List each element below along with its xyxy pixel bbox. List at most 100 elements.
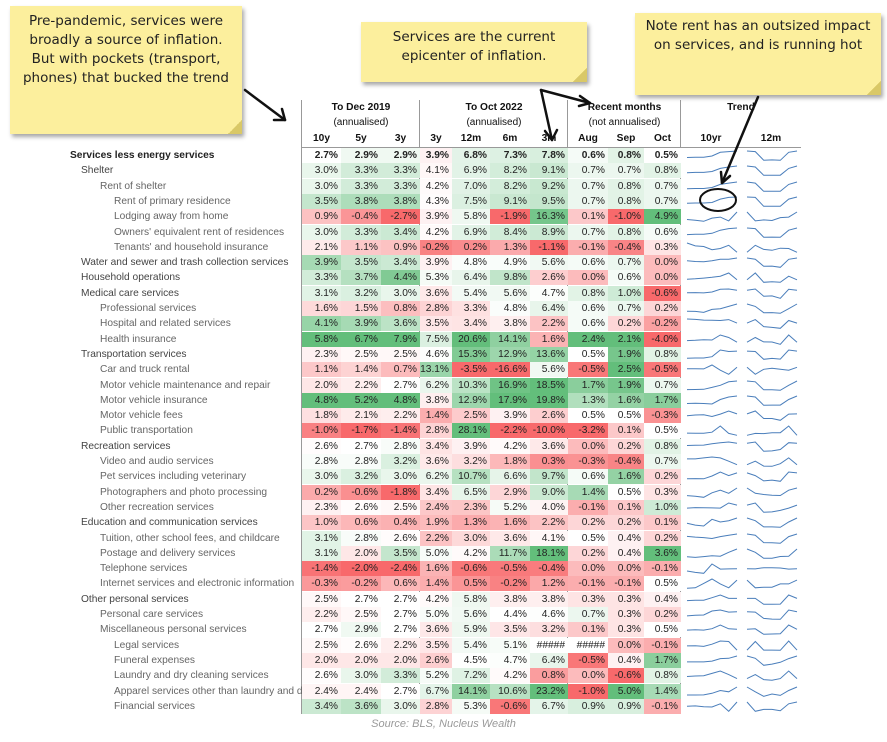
data-cell: 12.9% — [490, 346, 530, 362]
data-cell: 3.9% — [341, 316, 381, 332]
sparkline-12m — [746, 609, 798, 620]
data-cell: 1.0% — [644, 499, 681, 515]
data-cell: 3.6% — [530, 438, 568, 454]
data-cell: 3.3% — [381, 178, 420, 194]
data-cell: 2.7% — [381, 683, 420, 699]
row-label: Health insurance — [100, 333, 177, 345]
trend-sparklines — [686, 272, 798, 284]
data-cell: 3.7% — [341, 270, 381, 286]
data-cell: -0.6% — [452, 561, 490, 577]
data-cell: 0.5% — [568, 346, 608, 362]
sparkline-10yr — [686, 257, 738, 263]
data-cell: 3.6% — [420, 622, 452, 638]
data-cell: -1.0% — [302, 423, 341, 439]
data-cell: 0.2% — [644, 301, 681, 316]
trend-sparklines — [686, 288, 798, 299]
row-label: Tenants' and household insurance — [114, 241, 269, 253]
row-label: Services less energy services — [70, 150, 215, 161]
sparkline-12m — [746, 367, 798, 376]
data-cell: 1.3% — [568, 392, 608, 408]
arrow-middle-to-3m-head — [543, 128, 559, 142]
data-cell: 2.3% — [452, 499, 490, 515]
data-cell: 1.1% — [302, 362, 341, 378]
sparkline-10yr — [686, 303, 738, 313]
data-cell: 2.9% — [490, 484, 530, 500]
data-cell: 3.8% — [490, 316, 530, 332]
data-cell: -3.5% — [452, 362, 490, 378]
data-cell: 3.6% — [490, 530, 530, 546]
data-cell: 0.1% — [608, 423, 644, 439]
data-cell: 0.7% — [568, 163, 608, 179]
arrow-left-note-head — [272, 107, 287, 122]
data-cell: 0.3% — [608, 591, 644, 607]
data-cell: 0.8% — [644, 346, 681, 362]
note-middle-text: Services are the current epicenter of in… — [392, 29, 556, 64]
row-label: Professional services — [100, 303, 197, 314]
data-cell: 4.2% — [420, 591, 452, 607]
trend-sparklines — [686, 533, 798, 544]
data-cell: 0.2% — [644, 530, 681, 546]
trend-sparklines — [686, 701, 798, 712]
sparkline-10yr — [686, 242, 738, 253]
data-cell: 4.8% — [490, 301, 530, 316]
data-cell: 3.5% — [490, 622, 530, 638]
row-label: Pet services including veterinary — [100, 471, 247, 483]
sparkline-10yr — [686, 272, 738, 281]
sparkline-10yr — [686, 380, 738, 390]
data-cell: 9.5% — [530, 193, 568, 209]
data-cell: 3.5% — [420, 316, 452, 332]
data-cell: 1.7% — [644, 392, 681, 408]
row-label: Motor vehicle fees — [100, 410, 183, 422]
sparkline-10yr — [686, 624, 738, 631]
sparkline-12m — [746, 395, 798, 406]
data-cell: 0.8% — [644, 163, 681, 179]
data-cell: -0.2% — [644, 316, 681, 332]
trend-sparklines — [686, 349, 798, 360]
trend-sparklines — [686, 364, 798, 376]
data-cell: 3.9% — [490, 408, 530, 424]
data-cell: 5.2% — [341, 392, 381, 408]
data-cell: -0.2% — [420, 239, 452, 255]
data-cell: -0.6% — [644, 285, 681, 301]
data-cell: 23.2% — [530, 683, 568, 699]
data-cell: -0.4% — [608, 454, 644, 469]
data-cell: 5.8% — [452, 209, 490, 225]
data-cell: 1.6% — [608, 392, 644, 408]
data-cell: 5.6% — [530, 255, 568, 271]
sparkline-10yr — [686, 150, 738, 158]
sparkline-10yr — [686, 211, 738, 222]
data-cell: 1.5% — [341, 301, 381, 316]
data-cell: 0.5% — [644, 423, 681, 439]
trend-sparklines — [686, 196, 798, 207]
data-cell: 3.9% — [420, 255, 452, 271]
data-cell: 6.5% — [452, 484, 490, 500]
data-cell: 1.6% — [530, 331, 568, 347]
data-cell: 2.8% — [302, 454, 341, 469]
data-cell: 2.3% — [302, 346, 341, 362]
row-label: Photographers and photo processing — [100, 486, 268, 498]
trend-sparklines — [686, 257, 798, 268]
data-cell: 0.9% — [381, 239, 420, 255]
data-cell: 0.6% — [568, 255, 608, 271]
data-cell: -0.3% — [302, 576, 341, 592]
row-label: Transportation services — [81, 348, 187, 360]
data-cell: 2.9% — [381, 148, 420, 163]
data-cell: 4.9% — [490, 255, 530, 271]
data-cell: 0.4% — [644, 591, 681, 607]
data-cell: 6.6% — [490, 469, 530, 485]
data-cell: 2.5% — [381, 499, 420, 515]
data-cell: 0.7% — [644, 178, 681, 194]
data-cell: 4.2% — [490, 668, 530, 684]
data-cell: 3.2% — [530, 622, 568, 638]
row-label: Motor vehicle insurance — [100, 394, 208, 406]
data-cell: -0.5% — [490, 561, 530, 577]
data-cell: 2.0% — [302, 652, 341, 668]
data-cell: 1.4% — [644, 683, 681, 699]
data-cell: 1.9% — [420, 515, 452, 531]
data-cell: 4.0% — [530, 499, 568, 515]
column-header: 10y — [313, 133, 330, 144]
data-cell: 2.1% — [341, 408, 381, 424]
data-cell: -0.6% — [341, 484, 381, 500]
sparkline-10yr — [686, 578, 738, 590]
